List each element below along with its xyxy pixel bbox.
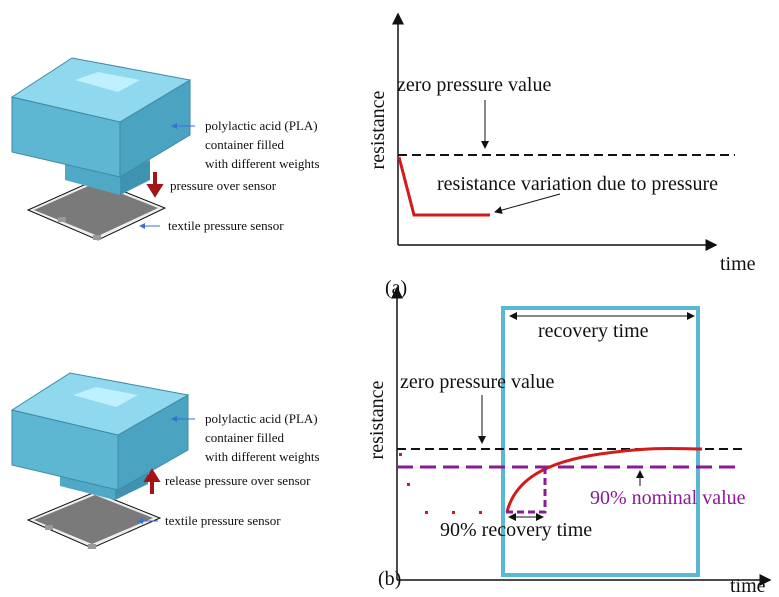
x-axis-label: time <box>720 253 756 275</box>
recovery-label: recovery time <box>538 320 649 342</box>
threshold-guide <box>506 467 547 514</box>
container-label: polylactic acid (PLA) <box>205 411 318 426</box>
container-label: with different weights <box>205 156 320 171</box>
container-label: container filled <box>205 137 285 152</box>
zero-label: zero pressure value <box>397 74 551 96</box>
container-illustration-a <box>10 57 192 241</box>
pointer <box>494 193 561 214</box>
zero-label: zero pressure value <box>400 371 554 393</box>
y-axis-label: resistance <box>367 90 389 169</box>
resistance-curve <box>397 156 490 217</box>
recovery-box <box>501 306 700 577</box>
sensor-label: textile pressure sensor <box>165 513 281 528</box>
release-arrow <box>143 468 161 494</box>
y-axis-label: resistance <box>366 380 388 459</box>
caption: (a) <box>385 277 407 299</box>
release-dots <box>399 453 482 514</box>
container-label: container filled <box>205 430 285 445</box>
caption: (b) <box>378 568 401 590</box>
x-axis-label: time <box>730 575 766 597</box>
pressure-arrow <box>146 172 164 198</box>
sensor-label: textile pressure sensor <box>168 218 284 233</box>
action-label: pressure over sensor <box>170 178 277 193</box>
container-illustration-b <box>10 372 190 549</box>
recovery90-label: 90% recovery time <box>440 519 592 541</box>
container-label: polylactic acid (PLA) <box>205 118 318 133</box>
recovery-curve <box>505 446 703 513</box>
action-label: release pressure over sensor <box>165 473 311 488</box>
container-label: with different weights <box>205 449 320 464</box>
variation-label: resistance variation due to pressure <box>437 173 718 195</box>
nominal-label: 90% nominal value <box>590 487 746 509</box>
